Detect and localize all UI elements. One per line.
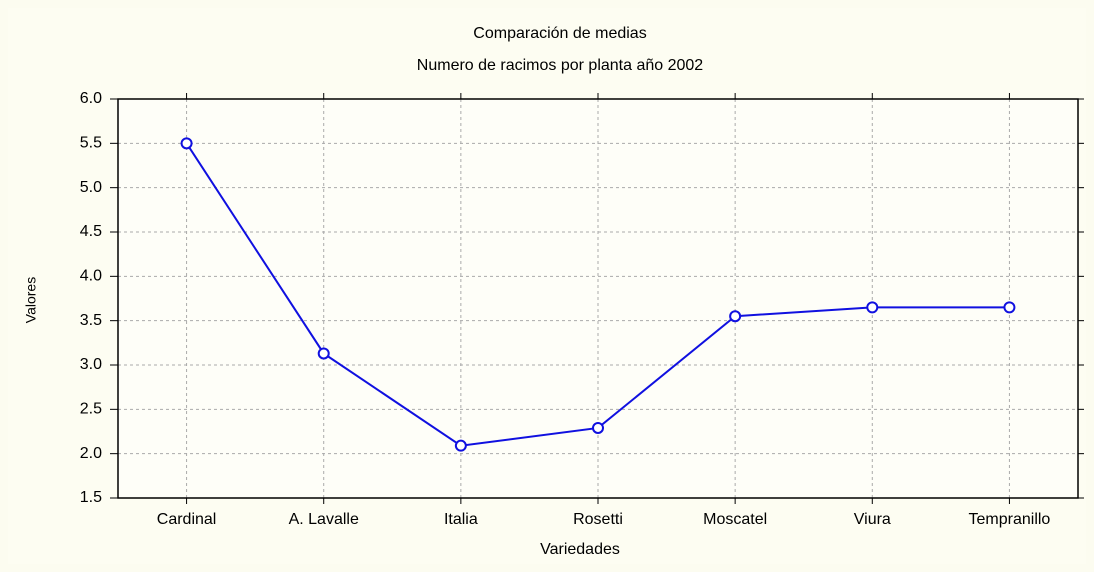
marker [180,137,193,150]
x-tick-label: Viura [854,511,891,528]
y-tick-label: 4.5 [80,223,102,240]
x-tick-label: Italia [444,511,478,528]
x-tick-label: Cardinal [157,511,217,528]
y-tick-label: 3.5 [80,312,102,329]
marker [454,439,467,452]
y-tick-label: 3.0 [80,356,102,373]
y-tick-label: 5.5 [80,135,102,152]
y-tick-label: 1.5 [80,489,102,506]
x-tick-label: Tempranillo [969,511,1051,528]
y-tick-label: 2.5 [80,401,102,418]
chart-subtitle: Numero de racimos por planta año 2002 [417,57,703,74]
marker [866,301,879,314]
marker [317,347,330,360]
chart-title: Comparación de medias [473,25,646,42]
y-tick-label: 6.0 [80,90,102,107]
x-tick-label: A. Lavalle [289,511,359,528]
y-axis-label: Valores [23,277,39,323]
y-tick-label: 2.0 [80,445,102,462]
x-tick-label: Moscatel [703,511,767,528]
marker [592,421,604,434]
y-tick-label: 4.0 [80,268,102,285]
plot-frame [117,98,1079,499]
marker [729,310,742,323]
x-axis-label: Variedades [540,541,620,558]
y-tick-label: 5.0 [80,179,102,196]
x-tick-label: Rosetti [573,511,623,528]
marker [1003,301,1016,314]
